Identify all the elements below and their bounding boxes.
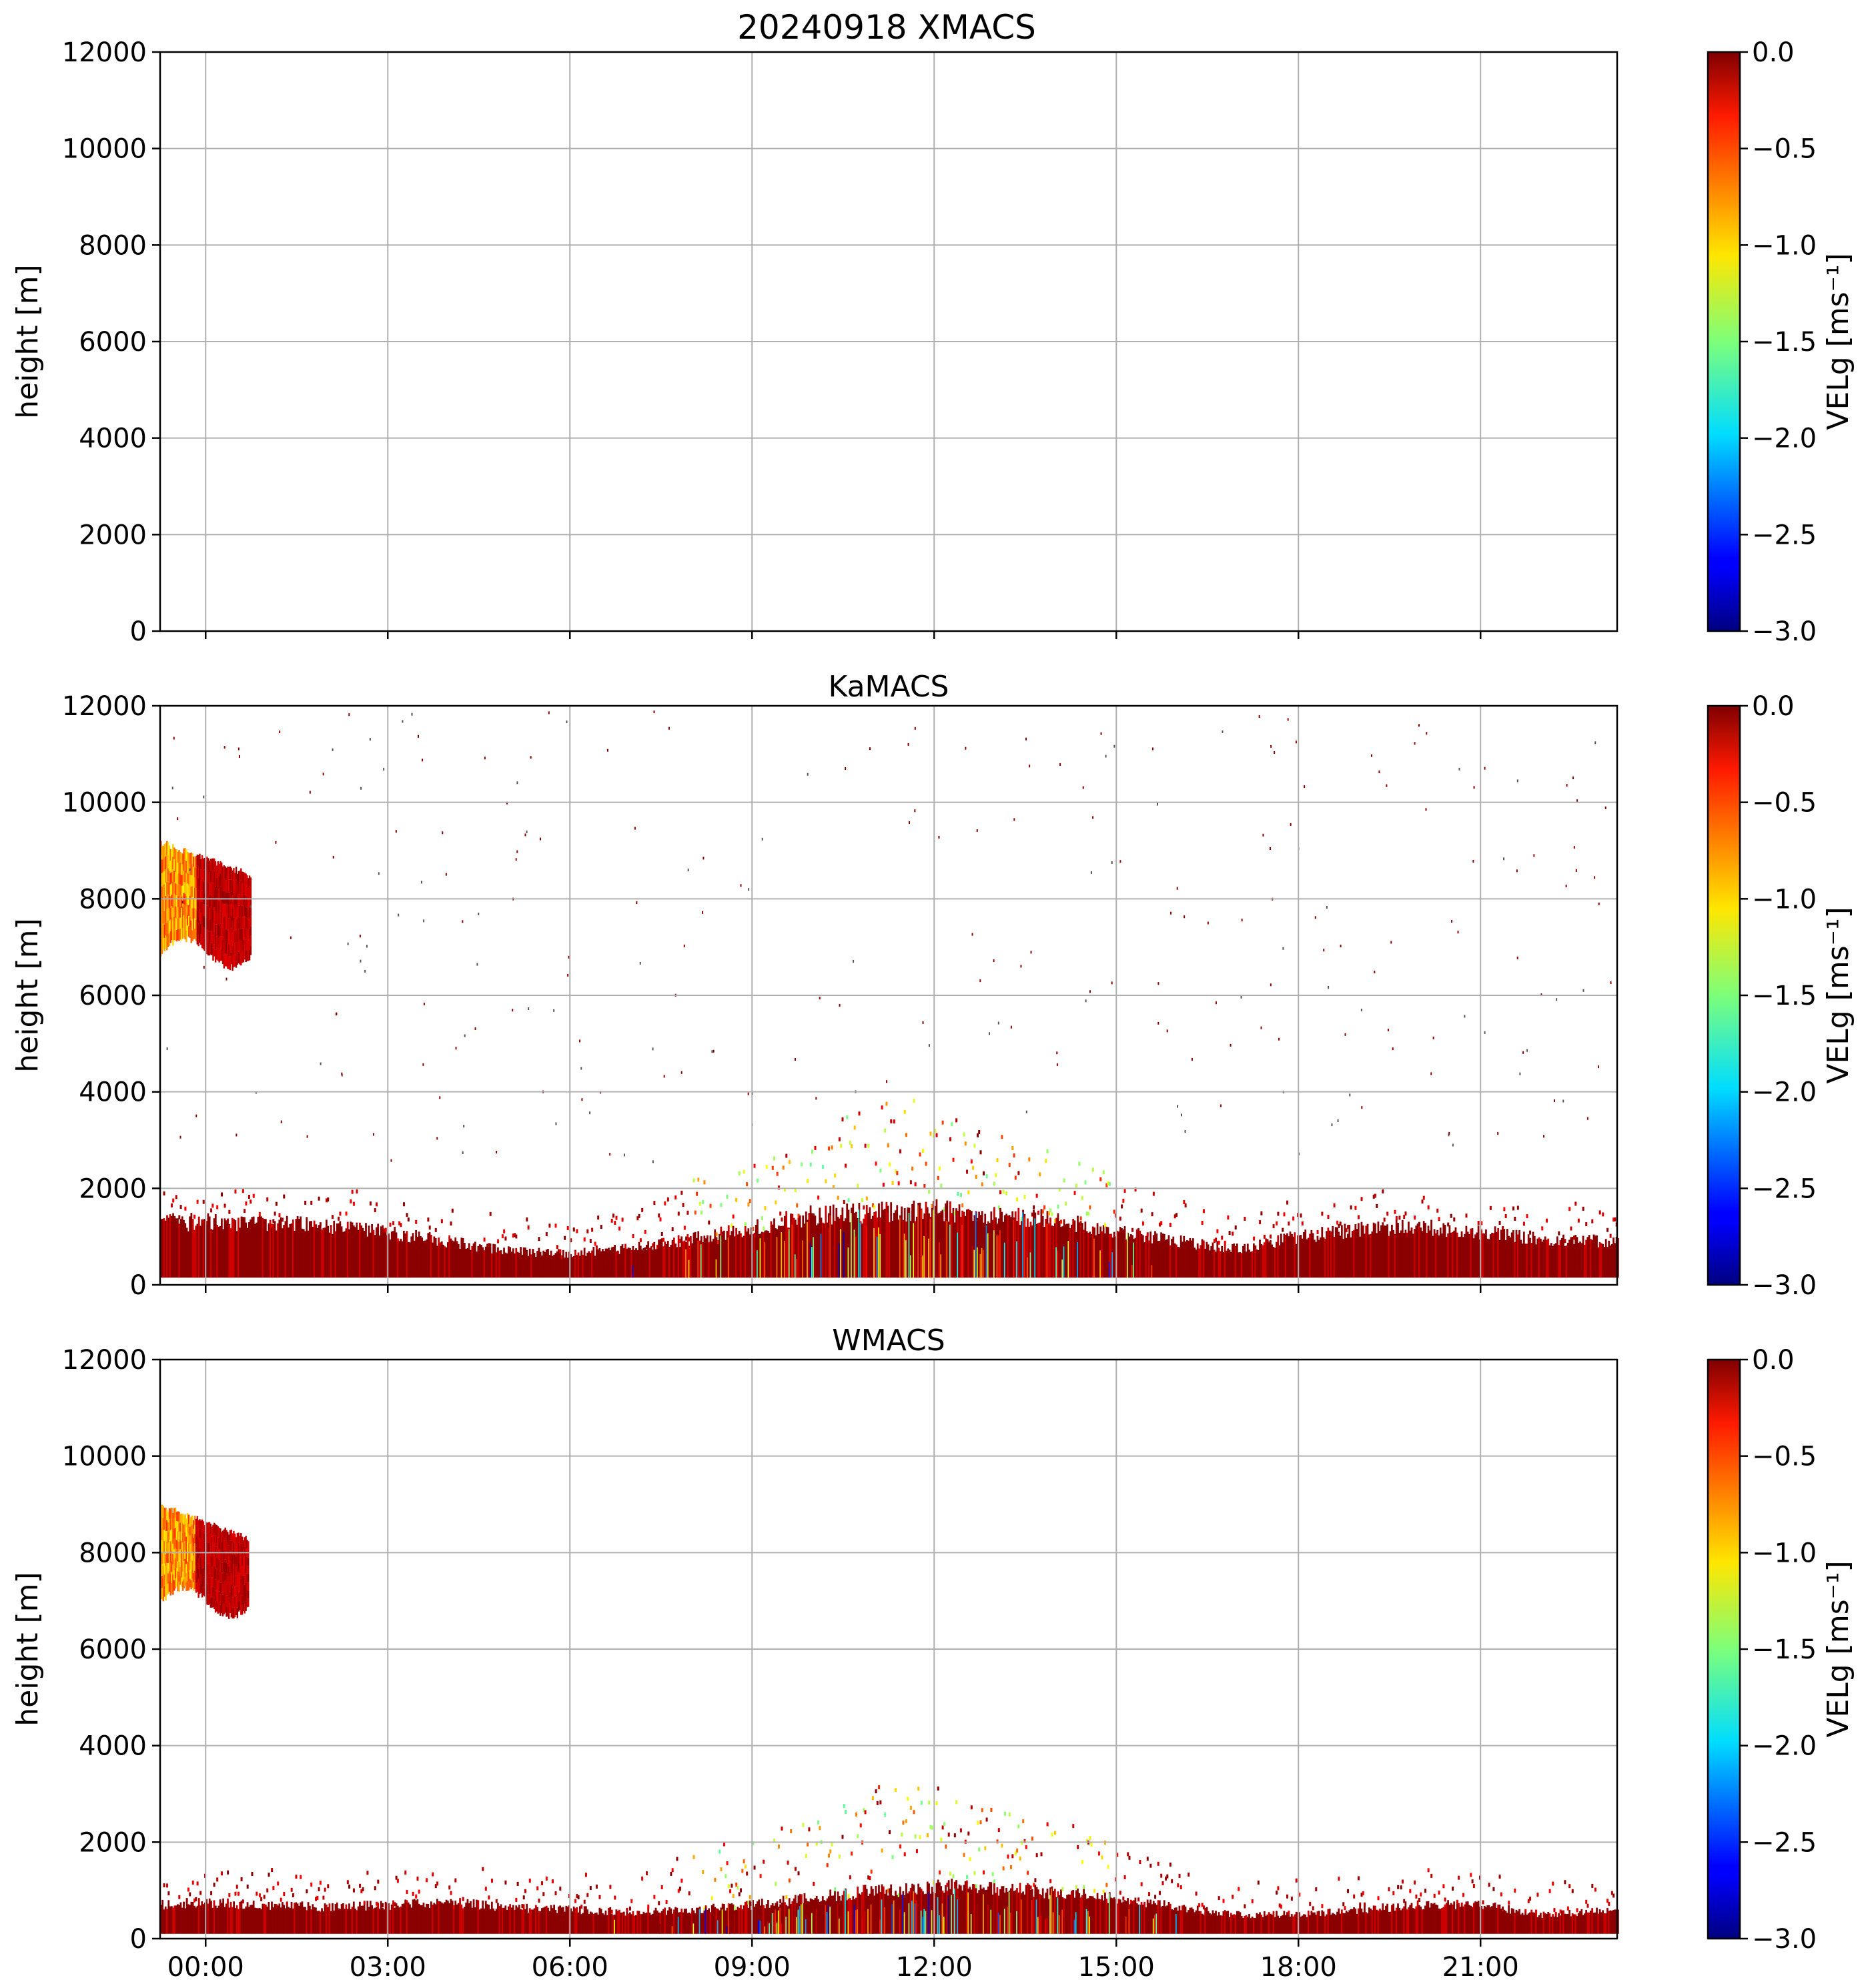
panel-title: WMACS [832,1324,945,1358]
y-tick-label: 0 [130,1270,147,1301]
x-tick-label: 03:00 [350,1952,426,1983]
colorbar-tick-label: −3.0 [1752,616,1817,647]
y-tick-label: 8000 [79,884,147,915]
colorbar-tick-label: −1.5 [1752,981,1817,1011]
colorbar-label: VELg [ms⁻¹] [1821,907,1855,1083]
y-tick-label: 8000 [79,230,147,261]
colorbar-label: VELg [ms⁻¹] [1821,1560,1855,1737]
y-tick-label: 4000 [79,1077,147,1108]
x-tick-label: 09:00 [714,1952,791,1983]
colorbar-tick-label: −2.0 [1752,1077,1817,1108]
colorbar-tick-label: −1.0 [1752,1538,1817,1568]
y-tick-label: 6000 [79,1634,147,1665]
colorbar-tick-label: 0.0 [1752,691,1795,722]
panel-wmacs: WMACS 0 2000 4000 6000 8000 10000 12000 height [… [11,1324,1855,1983]
y-axis-label: height [m] [11,918,45,1072]
y-tick-label: 6000 [79,981,147,1011]
colorbar-tick-label: −2.5 [1752,1827,1817,1858]
colorbar-tick-label: −3.0 [1752,1924,1817,1955]
colorbar-tick-label: −1.5 [1752,327,1817,358]
x-tick-label: 18:00 [1260,1952,1337,1983]
grid [160,1359,1617,1939]
y-tick-label: 0 [130,1924,147,1955]
y-tick-label: 0 [130,616,147,647]
grid [160,51,1617,632]
y-tick-label: 10000 [62,788,147,819]
colorbar-tick-label: −0.5 [1752,134,1817,165]
colorbar-label: VELg [ms⁻¹] [1821,253,1855,430]
x-tick-label: 15:00 [1078,1952,1155,1983]
colorbar-tick-label: −2.5 [1752,1173,1817,1204]
colorbar: 0.0 −0.5 −1.0 −1.5 −2.0 −2.5 −3.0 VELg [ms⁻¹] [1707,37,1855,647]
y-tick-label: 4000 [79,1731,147,1762]
colorbar-tick-label: −2.0 [1752,424,1817,454]
y-axis-label: height [m] [11,264,45,418]
y-tick-label: 10000 [62,134,147,165]
y-tick-label: 12000 [62,691,147,722]
y-axis-label: height [m] [11,1572,45,1726]
x-tick-label: 21:00 [1442,1952,1519,1983]
colorbar-gradient [1707,1358,1741,1940]
colorbar-tick-label: −1.0 [1752,230,1817,261]
y-tick-label: 2000 [79,1827,147,1858]
x-tick-label: 12:00 [896,1952,973,1983]
colorbar-tick-label: −1.5 [1752,1634,1817,1665]
y-tick-label: 12000 [62,37,147,68]
colorbar: 0.0 −0.5 −1.0 −1.5 −2.0 −2.5 −3.0 VELg [ms⁻¹] [1707,1345,1855,1955]
noise-points [166,710,1612,1163]
y-tick-label: 6000 [79,327,147,358]
colorbar-gradient [1707,51,1741,632]
y-tick-label: 8000 [79,1538,147,1568]
figure-title: 20240918 XMACS [737,8,1036,47]
colorbar-tick-label: −1.0 [1752,884,1817,915]
colorbar-tick-label: −2.0 [1752,1731,1817,1762]
y-tick-label: 4000 [79,424,147,454]
colorbar-tick-label: −2.5 [1752,520,1817,550]
boundary-layer-echo [160,1099,1619,1278]
upper-cloud-echo [160,1504,250,1619]
colorbar-tick-label: −0.5 [1752,1442,1817,1472]
colorbar-tick-label: 0.0 [1752,37,1795,68]
panel-title: KaMACS [829,670,949,704]
x-tick-label: 06:00 [532,1952,608,1983]
y-tick-label: 10000 [62,1442,147,1472]
y-tick-label: 2000 [79,520,147,550]
colorbar-tick-label: −0.5 [1752,788,1817,819]
x-tick-label: 00:00 [167,1952,244,1983]
panel-20240918-xmacs: 0 2000 4000 6000 8000 10000 12000 height [m] 0.0… [11,37,1855,647]
colorbar-tick-label: 0.0 [1752,1345,1795,1376]
y-tick-label: 2000 [79,1173,147,1204]
y-tick-label: 12000 [62,1345,147,1376]
colorbar-tick-label: −3.0 [1752,1270,1817,1301]
grid [160,705,1617,1286]
panel-kamacs: KaMACS 0 2000 4000 6000 8000 10000 12000 height … [11,670,1855,1301]
boundary-layer-echo [160,1785,1619,1934]
colorbar: 0.0 −0.5 −1.0 −1.5 −2.0 −2.5 −3.0 VELg [ms⁻¹] [1707,691,1855,1301]
colorbar-gradient [1707,704,1741,1286]
